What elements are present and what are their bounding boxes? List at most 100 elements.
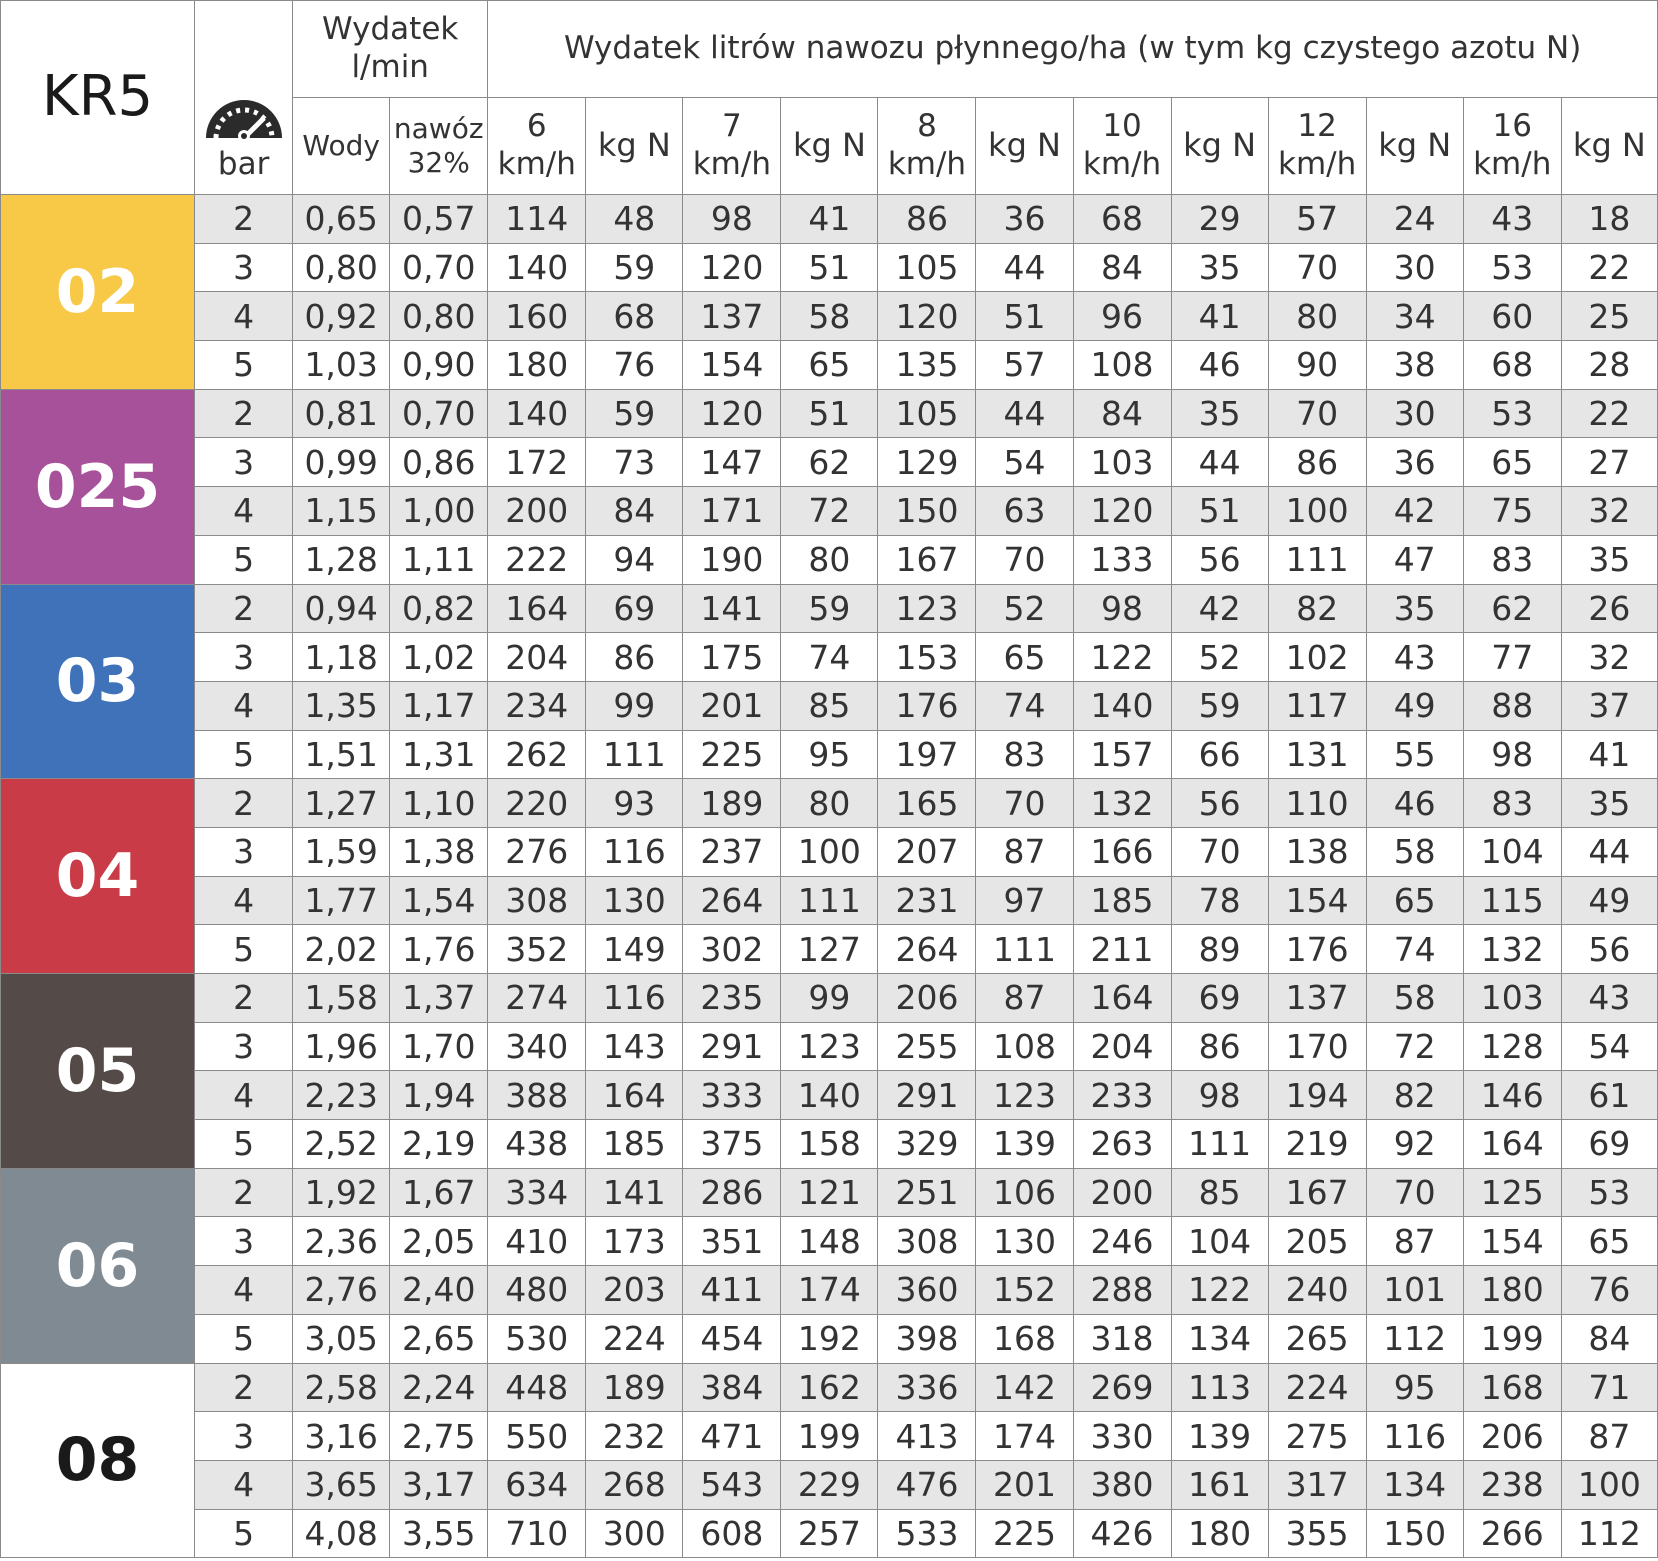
kg-n-header: kg N [1365,97,1464,195]
kg-n-cell: 68 [585,291,684,342]
liters-per-ha-cell: 269 [1072,1362,1172,1413]
water-flow-cell: 2,36 [292,1216,391,1267]
kg-n-cell: 95 [1365,1362,1464,1413]
liters-per-ha-cell: 233 [1072,1070,1172,1121]
table-row: 3 1,18 1,02 204 86 175 74 153 65 122 52 102 43 77 32 [1,632,1658,682]
kg-n-cell: 69 [585,583,684,634]
liters-per-ha-cell: 164 [1462,1119,1562,1169]
liters-per-ha-cell: 146 [1462,1070,1562,1121]
kg-n-cell: 70 [1365,1167,1464,1218]
kg-n-cell: 72 [780,486,879,536]
kg-n-cell: 63 [975,486,1074,536]
liters-per-ha-cell: 231 [877,875,977,926]
table-row: 02 2 0,65 0,57 114 48 98 41 86 36 68 29 57 24 43 18 [0,194,1658,390]
speed-value: 8 [917,108,937,145]
liters-per-ha-cell: 160 [487,291,587,342]
kg-n-cell: 49 [1365,680,1464,731]
kg-n-cell: 58 [1365,826,1464,877]
kg-n-cell: 300 [585,1508,684,1559]
kg-n-cell: 56 [1170,778,1269,828]
fertilizer-flow-cell: 1,31 [389,729,489,780]
liters-per-ha-cell: 308 [487,875,587,926]
pressure-cell: 5 [194,340,294,390]
liters-per-ha-cell: 197 [877,729,977,780]
water-flow-cell: 1,35 [292,680,391,731]
kg-n-cell: 55 [1365,729,1464,780]
kg-n-cell: 41 [1170,291,1269,342]
fertilizer-header-line1: nawóz [393,111,484,145]
speed-header: 12 km/h [1267,97,1367,195]
kg-n-cell: 142 [975,1362,1074,1413]
kg-n-cell: 49 [1560,875,1658,926]
fertilizer-flow-cell: 0,80 [389,291,489,342]
table-row: 5 1,28 1,11 222 94 190 80 167 70 133 56 111 47 83 35 [1,534,1658,585]
pressure-cell: 3 [194,632,294,682]
liters-per-ha-cell: 234 [487,680,587,731]
kg-n-cell: 173 [585,1216,684,1267]
fertilizer-flow-cell: 1,10 [389,778,489,828]
kg-n-cell: 94 [585,534,684,585]
kg-n-cell: 54 [1560,1021,1658,1072]
kg-n-cell: 69 [1560,1119,1658,1169]
kg-n-cell: 139 [1170,1411,1269,1461]
speedometer-icon [205,100,282,141]
liters-per-ha-cell: 70 [1267,242,1367,293]
liters-per-ha-cell: 80 [1267,291,1367,342]
fertilizer-flow-cell: 1,37 [389,973,489,1023]
liters-per-ha-cell: 413 [877,1411,977,1461]
liters-per-ha-cell: 360 [877,1265,977,1315]
kg-n-cell: 51 [780,242,879,293]
liters-per-ha-cell: 411 [682,1265,782,1315]
liters-per-ha-cell: 105 [877,242,977,293]
kg-n-cell: 174 [780,1265,879,1315]
kg-n-header: kg N [585,97,684,195]
fertilizer-flow-cell: 1,94 [389,1070,489,1121]
liters-per-ha-cell: 224 [1267,1362,1367,1413]
fertilizer-flow-cell: 1,11 [389,534,489,585]
table-row: 5 3,05 2,65 530 224 454 192 398 168 318 134 265 112 1… [1,1313,1658,1364]
table-row: 08 2 2,58 2,24 448 189 384 162 336 142 269 113 224 95… [0,1362,1658,1559]
liters-per-ha-cell: 88 [1462,680,1562,731]
liters-per-ha-cell: 388 [487,1070,587,1121]
liters-per-ha-cell: 120 [682,388,782,439]
table-row: 3 2,36 2,05 410 173 351 148 308 130 246 104 205 87 15… [1,1216,1658,1267]
kg-n-cell: 48 [585,194,684,244]
kg-n-cell: 86 [1170,1021,1269,1072]
kg-n-cell: 46 [1170,340,1269,390]
kg-n-cell: 76 [585,340,684,390]
liters-per-ha-cell: 60 [1462,291,1562,342]
water-flow-cell: 1,77 [292,875,391,926]
water-flow-cell: 2,23 [292,1070,391,1121]
speed-value: 16 [1492,108,1532,145]
speed-header: 16 km/h [1462,97,1562,195]
kg-n-cell: 143 [585,1021,684,1072]
kg-n-cell: 229 [780,1459,879,1510]
bar-label: bar [217,146,270,183]
liters-per-ha-cell: 308 [877,1216,977,1267]
kg-n-cell: 44 [975,242,1074,293]
liters-per-ha-cell: 70 [1267,388,1367,439]
kg-n-cell: 69 [1170,973,1269,1023]
liters-per-ha-cell: 180 [487,340,587,390]
fertilizer-flow-cell: 1,67 [389,1167,489,1218]
fertilizer-header-line2: 32% [407,146,470,179]
water-flow-cell: 1,27 [292,778,391,828]
kg-n-cell: 86 [585,632,684,682]
liters-per-ha-cell: 115 [1462,875,1562,926]
water-flow-cell: 1,15 [292,486,391,536]
liters-per-ha-cell: 100 [1267,486,1367,536]
kg-n-cell: 52 [1170,632,1269,682]
pressure-cell: 5 [194,1313,294,1364]
kg-n-cell: 74 [1365,924,1464,974]
liters-per-ha-cell: 211 [1072,924,1172,974]
kg-n-cell: 46 [1365,778,1464,828]
table-row: 5 2,52 2,19 438 185 375 158 329 139 263 111 219 92 16… [1,1119,1658,1169]
liters-per-ha-cell: 82 [1267,583,1367,634]
water-flow-cell: 0,92 [292,291,391,342]
fertilizer-flow-cell: 2,05 [389,1216,489,1267]
kg-n-cell: 35 [1365,583,1464,634]
liters-per-ha-cell: 154 [682,340,782,390]
speed-value: 10 [1102,108,1142,145]
kg-n-cell: 84 [1560,1313,1658,1364]
liters-per-ha-cell: 68 [1072,194,1172,244]
